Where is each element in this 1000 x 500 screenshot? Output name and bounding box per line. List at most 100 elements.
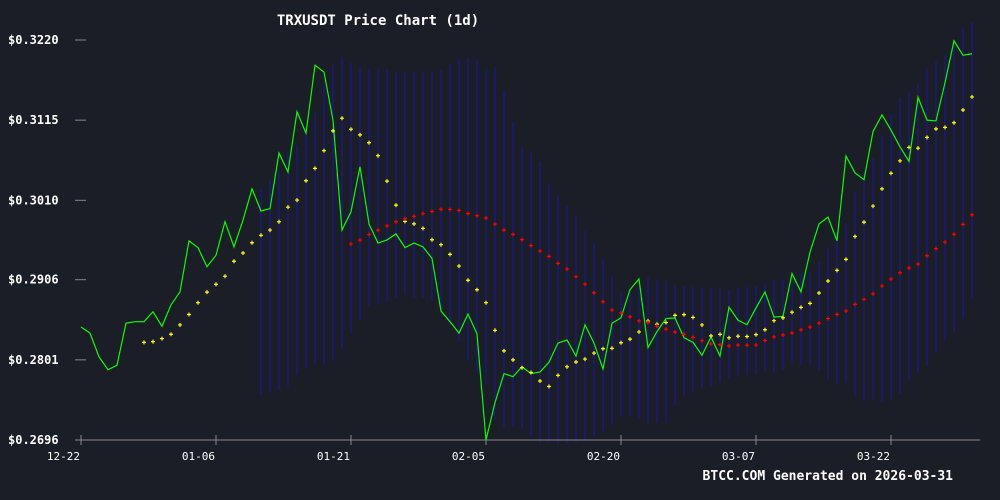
long-ma-marker	[619, 311, 623, 316]
long-ma-marker	[763, 338, 767, 343]
short-ma-marker	[484, 300, 488, 305]
short-ma-marker	[259, 233, 263, 238]
long-ma-marker	[745, 343, 749, 348]
y-tick-label: $0.2906	[8, 273, 59, 287]
long-ma-marker	[862, 297, 866, 302]
long-ma-marker	[817, 321, 821, 326]
long-ma-marker	[889, 277, 893, 282]
long-ma-marker	[529, 243, 533, 248]
long-ma-marker	[466, 211, 470, 216]
long-ma-marker	[547, 254, 551, 259]
short-ma-marker	[637, 329, 641, 334]
x-tick-label: 03-07	[722, 450, 755, 463]
long-ma-marker	[682, 332, 686, 337]
short-ma-marker	[691, 315, 695, 320]
short-ma-marker	[853, 234, 857, 239]
chart-title: TRXUSDT Price Chart (1d)	[276, 13, 480, 29]
long-ma-marker	[781, 332, 785, 337]
long-ma-marker	[772, 334, 776, 339]
short-ma-marker	[178, 322, 182, 327]
long-ma-marker	[961, 222, 965, 227]
short-ma-marker	[349, 127, 353, 132]
long-ma-marker	[430, 209, 434, 214]
y-tick-label: $0.3115	[8, 113, 59, 127]
y-tick-label: $0.2696	[8, 433, 59, 447]
short-ma-marker	[736, 334, 740, 339]
short-ma-marker	[673, 313, 677, 318]
long-ma-marker	[439, 207, 443, 212]
long-ma-marker	[934, 246, 938, 251]
short-ma-marker	[565, 364, 569, 369]
short-ma-marker	[601, 346, 605, 351]
short-ma-marker	[367, 140, 371, 145]
short-ma-marker	[844, 257, 848, 262]
short-ma-marker	[835, 268, 839, 273]
short-ma-marker	[250, 240, 254, 245]
short-ma-marker	[223, 274, 227, 279]
long-ma-marker	[511, 232, 515, 237]
short-ma-marker	[358, 132, 362, 137]
short-ma-marker	[151, 339, 155, 344]
long-ma-marker	[871, 291, 875, 296]
short-ma-marker	[592, 351, 596, 356]
short-ma-marker	[682, 312, 686, 317]
short-ma-marker	[781, 315, 785, 320]
short-ma-marker	[376, 153, 380, 158]
long-ma-marker	[385, 223, 389, 228]
short-ma-marker	[961, 108, 965, 113]
x-tick-label: 12-22	[47, 450, 80, 463]
long-ma-marker	[376, 228, 380, 233]
long-ma-marker	[610, 308, 614, 313]
short-ma-marker	[583, 357, 587, 362]
long-ma-marker	[367, 232, 371, 237]
long-ma-marker	[880, 283, 884, 288]
long-ma-marker	[907, 265, 911, 270]
short-ma-marker	[520, 365, 524, 370]
long-ma-marker	[709, 341, 713, 346]
short-ma-marker	[430, 237, 434, 242]
short-ma-marker	[448, 252, 452, 257]
short-ma-marker	[457, 264, 461, 269]
short-ma-marker	[628, 337, 632, 342]
long-ma-marker	[664, 327, 668, 332]
long-ma-marker	[952, 232, 956, 237]
x-tick-label: 01-06	[182, 450, 215, 463]
short-ma-marker	[880, 186, 884, 191]
short-ma-marker	[331, 128, 335, 133]
short-ma-marker	[934, 126, 938, 131]
long-ma-marker	[700, 338, 704, 343]
short-ma-marker	[295, 198, 299, 203]
long-ma-marker	[835, 312, 839, 317]
long-ma-marker	[736, 343, 740, 348]
x-tick-label: 03-22	[857, 450, 890, 463]
short-ma-marker	[574, 360, 578, 365]
short-ma-marker	[205, 290, 209, 295]
long-ma-marker	[520, 237, 524, 242]
chart-footer: BTCC.COM Generated on 2026-03-31	[702, 469, 953, 484]
long-ma-marker	[916, 262, 920, 267]
short-ma-marker	[610, 346, 614, 351]
long-ma-marker	[754, 342, 758, 347]
long-ma-marker	[727, 343, 731, 348]
short-ma-marker	[799, 305, 803, 310]
short-ma-marker	[619, 340, 623, 345]
short-ma-marker	[214, 282, 218, 287]
short-ma-marker	[709, 333, 713, 338]
short-ma-marker	[268, 228, 272, 233]
short-ma-marker	[700, 322, 704, 327]
long-ma-marker	[673, 330, 677, 335]
long-ma-marker	[448, 207, 452, 212]
long-ma-marker	[646, 320, 650, 325]
band-lines	[260, 22, 973, 445]
long-ma-markers	[349, 207, 974, 348]
long-ma-marker	[421, 211, 425, 216]
short-ma-marker	[952, 120, 956, 125]
short-ma-marker	[304, 178, 308, 183]
long-ma-marker	[637, 318, 641, 323]
long-ma-marker	[403, 216, 407, 221]
short-ma-marker	[277, 219, 281, 224]
long-ma-marker	[844, 309, 848, 314]
short-ma-marker	[187, 312, 191, 317]
